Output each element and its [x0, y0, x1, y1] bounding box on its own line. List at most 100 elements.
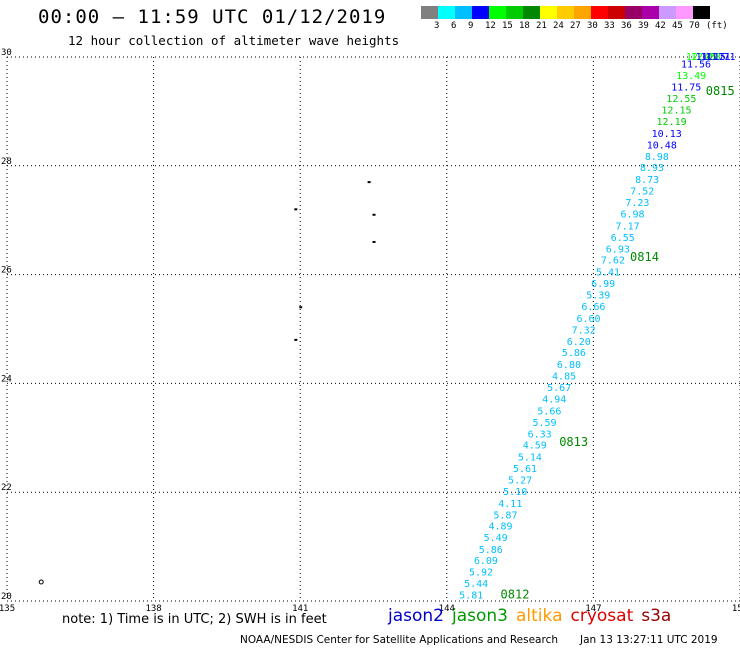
island-marker — [299, 306, 303, 309]
pass-time-label: 0812 — [501, 587, 530, 601]
island-marker — [38, 579, 44, 585]
wave-height-label: 12.28 — [691, 52, 721, 63]
legend-swatch — [676, 6, 693, 19]
wave-height-label: 7.17 — [616, 221, 640, 232]
wave-height-label: 12.15 — [661, 106, 691, 117]
legend-label: 15 — [502, 21, 513, 31]
wave-height-label: 5.44 — [464, 579, 488, 590]
wave-height-label: 5.66 — [537, 406, 561, 417]
wave-height-label: 5.86 — [479, 545, 503, 556]
wave-height-label: 7.62 — [601, 256, 625, 267]
island-marker — [372, 240, 376, 243]
color-legend-labels: 3 6 9 12 15 18 21 24 27 30 33 36 39 42 45 70 (ft) — [421, 21, 740, 33]
satellite-name: jason2 — [388, 606, 444, 626]
legend-swatch — [693, 6, 710, 19]
footer-credit: NOAA/NESDIS Center for Satellite Applica… — [240, 634, 558, 646]
wave-height-label: 12.19 — [657, 117, 687, 128]
wave-height-label: 5.59 — [532, 418, 556, 429]
legend-swatch — [659, 6, 676, 19]
satellite-name: cryosat — [570, 606, 634, 626]
island-marker — [294, 338, 298, 341]
legend-label: 3 — [434, 21, 440, 31]
wave-height-label: 8.93 — [640, 163, 664, 174]
island-marker — [367, 181, 371, 184]
wave-height-label: 4.59 — [523, 441, 547, 452]
wave-height-label: 5.10 — [503, 487, 527, 498]
wave-height-label: 7.32 — [572, 325, 596, 336]
legend-label: 42 — [655, 21, 666, 31]
wave-height-label: 11.75 — [671, 83, 701, 94]
legend-swatch — [608, 6, 625, 19]
wave-height-label: 5.87 — [493, 510, 517, 521]
wave-height-label: 11.71 — [705, 52, 735, 63]
legend-swatch — [523, 6, 540, 19]
wave-height-label: 11.71 — [701, 52, 731, 63]
legend-swatch — [438, 6, 455, 19]
wave-height-label: 5.41 — [596, 268, 620, 279]
island-marker — [294, 208, 298, 211]
legend-swatch — [472, 6, 489, 19]
map-title: 00:00 – 11:59 UTC 01/12/2019 — [38, 6, 387, 28]
legend-label: 6 — [451, 21, 457, 31]
wave-height-label: 4.85 — [552, 372, 576, 383]
legend-label: (ft) — [706, 21, 728, 31]
legend-swatch — [489, 6, 506, 19]
satellite-name: altika — [516, 606, 563, 626]
wave-height-label: 6.66 — [581, 302, 605, 313]
legend-swatch — [557, 6, 574, 19]
wave-height-label: 7.23 — [625, 198, 649, 209]
wave-height-label: 8.73 — [635, 175, 659, 186]
wave-height-label: 5.27 — [508, 475, 532, 486]
lon-tick-label: 150 — [732, 604, 740, 614]
satellite-name: jason3 — [452, 606, 508, 626]
footer-timestamp: Jan 13 13:27:11 UTC 2019 — [580, 634, 718, 646]
legend-label: 39 — [638, 21, 649, 31]
legend-label: 21 — [536, 21, 547, 31]
wave-height-label: 4.94 — [542, 394, 566, 405]
legend-swatch — [625, 6, 642, 19]
lat-tick-label: 22 — [1, 483, 12, 493]
wave-height-label: 6.93 — [606, 244, 630, 255]
map-subtitle: 12 hour collection of altimeter wave hei… — [68, 33, 400, 48]
wave-height-label: 4.89 — [489, 522, 513, 533]
wave-height-label: 10.13 — [652, 129, 682, 140]
color-legend — [421, 6, 710, 19]
wave-height-label: 13.49 — [676, 71, 706, 82]
note-text: note: 1) Time is in UTC; 2) SWH is in fe… — [62, 612, 327, 627]
legend-label: 24 — [553, 21, 564, 31]
wave-height-label: 6.09 — [474, 556, 498, 567]
wave-height-label: 5.14 — [518, 453, 542, 464]
wave-height-label: 11.15 — [696, 52, 726, 63]
legend-swatch — [506, 6, 523, 19]
wave-height-label: 6.99 — [591, 279, 615, 290]
wave-height-label: 5.92 — [469, 567, 493, 578]
wave-height-label: 4.11 — [498, 499, 522, 510]
wave-height-label: 11.56 — [681, 59, 711, 70]
legend-label: 27 — [570, 21, 581, 31]
legend-label: 36 — [621, 21, 632, 31]
legend-label: 18 — [519, 21, 530, 31]
wave-height-label: 6.33 — [528, 429, 552, 440]
lon-tick-label: 144 — [439, 604, 455, 614]
lon-tick-label: 141 — [292, 604, 308, 614]
wave-height-label: 7.52 — [630, 187, 654, 198]
wave-height-label: 6.60 — [576, 314, 600, 325]
wave-height-label: 5.49 — [484, 533, 508, 544]
wave-height-label: 6.20 — [567, 337, 591, 348]
lat-tick-label: 24 — [1, 374, 12, 384]
lon-tick-label: 135 — [0, 604, 15, 614]
wave-height-label: 10.48 — [647, 140, 677, 151]
wave-height-label: 12.45 — [686, 52, 716, 63]
wave-height-label: 5.61 — [513, 464, 537, 475]
wave-height-label: 5.39 — [586, 291, 610, 302]
legend-swatch — [574, 6, 591, 19]
wave-height-label: 12.55 — [666, 94, 696, 105]
wave-height-label: 5.86 — [562, 348, 586, 359]
wave-height-label: 8.98 — [645, 152, 669, 163]
wave-height-label: 5.81 — [459, 590, 483, 601]
lat-tick-label: 28 — [1, 157, 12, 167]
legend-swatch — [642, 6, 659, 19]
wave-height-label: 6.98 — [620, 209, 644, 220]
wave-height-label: 6.80 — [557, 360, 581, 371]
